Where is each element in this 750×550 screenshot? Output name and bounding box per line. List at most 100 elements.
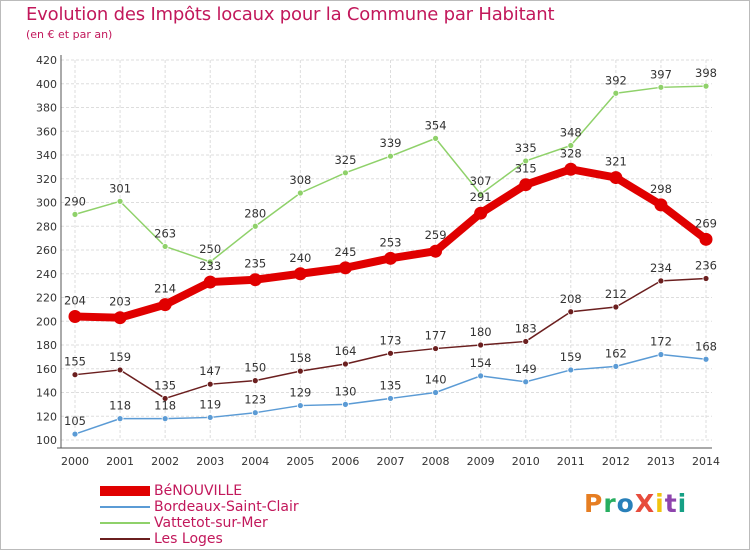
data-point: [702, 355, 710, 363]
logo-letter: i: [655, 489, 665, 518]
data-point: [702, 275, 710, 282]
data-label: 135: [154, 378, 176, 392]
data-point: [206, 380, 214, 388]
x-tick-label: 2004: [241, 455, 269, 468]
x-tick-label: 2005: [286, 455, 314, 468]
data-label: 203: [109, 295, 131, 309]
data-point: [477, 372, 485, 380]
data-point: [384, 251, 397, 265]
data-label: 298: [650, 182, 672, 196]
data-point: [71, 430, 79, 438]
data-label: 172: [650, 335, 672, 349]
x-tick-label: 2013: [647, 455, 675, 468]
legend-label: Les Loges: [154, 531, 223, 547]
data-label: 250: [199, 242, 221, 256]
data-label: 159: [109, 350, 131, 364]
legend-item-benouville: BéNOUVILLE: [100, 483, 299, 499]
data-label: 155: [64, 355, 86, 369]
chart-title: Evolution des Impôts locaux pour la Comm…: [26, 4, 555, 25]
data-label: 354: [425, 118, 447, 132]
data-point: [564, 162, 578, 176]
data-label: 150: [244, 361, 266, 375]
data-label: 240: [289, 251, 311, 265]
data-point: [248, 273, 262, 287]
logo-letter: t: [664, 489, 678, 518]
data-point: [203, 275, 217, 289]
x-tick-label: 2001: [106, 455, 134, 468]
data-point: [338, 261, 352, 275]
legend-label: BéNOUVILLE: [154, 483, 243, 499]
legend-item-bordeaux-saint-clair: Bordeaux-Saint-Clair: [100, 499, 299, 515]
data-label: 291: [470, 190, 492, 204]
data-point: [522, 338, 530, 345]
data-point: [251, 409, 259, 417]
data-label: 140: [425, 373, 447, 387]
data-point: [609, 171, 623, 185]
data-label: 204: [64, 294, 86, 308]
data-label: 321: [605, 155, 627, 169]
data-label: 348: [560, 126, 582, 140]
data-labels: 105 118 118 119 123 129 130 135 140 154 149 159 162 1…: [64, 66, 717, 428]
x-tick-label: 2010: [512, 455, 540, 468]
data-label: 208: [560, 292, 582, 306]
data-label: 392: [605, 73, 627, 87]
data-label: 253: [380, 235, 402, 249]
data-label: 180: [470, 325, 492, 339]
y-tick-label: 320: [36, 173, 57, 186]
x-tick-label: 2000: [61, 455, 89, 468]
data-point: [612, 362, 620, 370]
data-point: [699, 232, 713, 246]
data-label: 118: [109, 399, 131, 413]
data-point: [612, 303, 620, 311]
data-point: [342, 400, 349, 408]
chart-subtitle: (en € et par an): [26, 28, 113, 41]
data-point: [429, 244, 443, 258]
data-label: 335: [515, 141, 537, 155]
y-tick-label: 360: [36, 125, 57, 138]
y-tick-label: 240: [36, 268, 57, 281]
data-label: 307: [470, 174, 492, 188]
data-point: [116, 415, 124, 423]
data-point: [567, 308, 575, 316]
x-tick-label: 2008: [422, 455, 450, 468]
data-point: [206, 258, 214, 266]
data-point: [116, 366, 124, 374]
logo-letter: i: [677, 489, 688, 518]
x-tick-label: 2007: [377, 455, 405, 468]
data-label: 235: [244, 257, 266, 271]
data-label: 397: [650, 67, 672, 81]
data-point: [296, 367, 304, 375]
y-tick-label: 100: [36, 434, 57, 447]
x-tick-label: 2006: [331, 455, 359, 468]
data-point: [702, 82, 710, 90]
data-label: 173: [380, 333, 402, 347]
data-point: [71, 371, 79, 379]
y-tick-label: 220: [36, 292, 57, 305]
y-tick-label: 200: [36, 315, 57, 328]
data-point: [477, 341, 485, 349]
data-point: [161, 395, 169, 402]
data-point: [522, 378, 530, 386]
x-tick-label: 2012: [602, 455, 630, 468]
data-point: [567, 366, 575, 374]
series-lines: [68, 82, 713, 438]
data-label: 301: [109, 181, 131, 195]
y-tick-label: 180: [36, 339, 57, 352]
y-tick-label: 280: [36, 220, 57, 233]
data-point: [206, 414, 214, 421]
data-label: 168: [695, 339, 717, 353]
data-label: 149: [515, 362, 537, 376]
data-label: 123: [244, 393, 266, 407]
data-label: 308: [289, 173, 311, 187]
data-label: 162: [605, 346, 627, 360]
data-label: 158: [289, 351, 311, 365]
data-point: [387, 395, 394, 402]
y-tick-label: 140: [36, 387, 57, 400]
proxiti-logo: ProXiti: [584, 489, 687, 518]
data-point: [113, 311, 127, 325]
x-tick-label: 2003: [196, 455, 224, 468]
data-point: [657, 83, 665, 91]
data-point: [71, 210, 79, 218]
data-point: [251, 377, 259, 385]
y-tick-label: 400: [36, 78, 57, 91]
